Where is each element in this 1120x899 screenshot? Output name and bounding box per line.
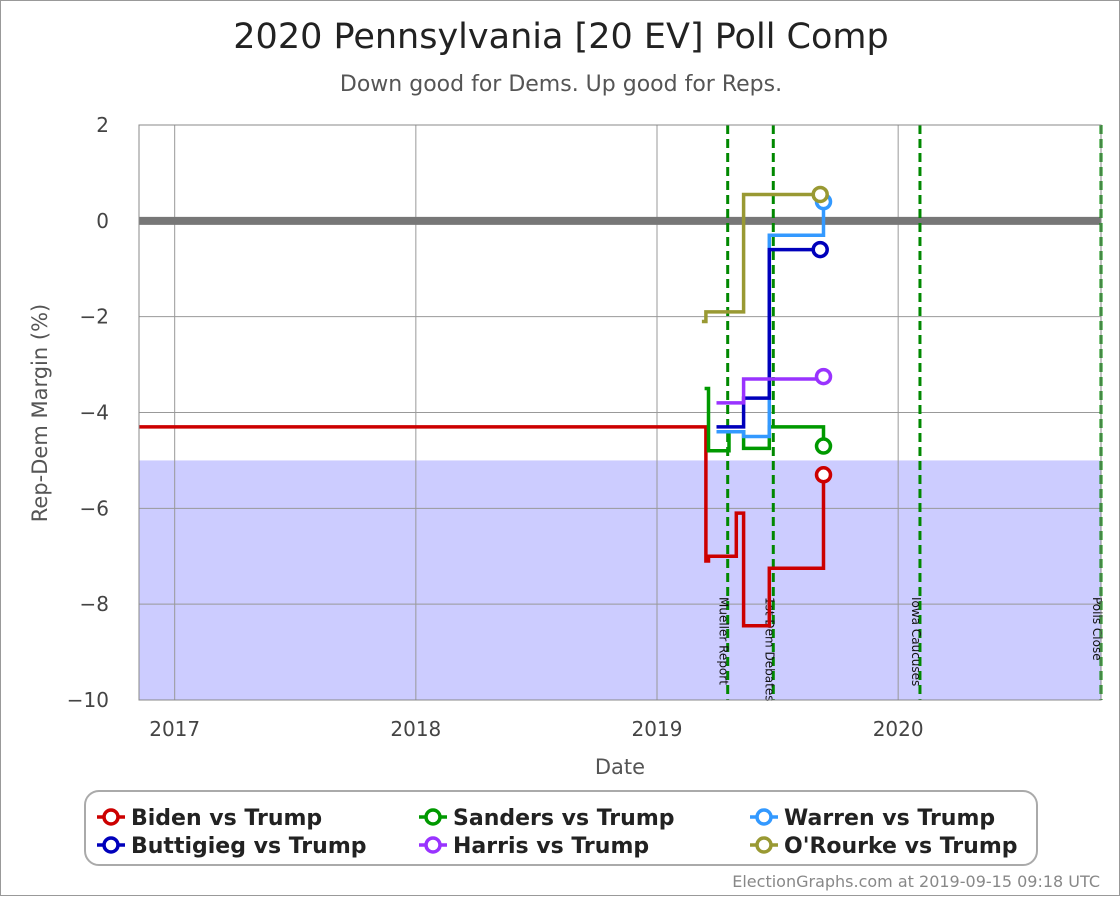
series-end-marker	[814, 466, 833, 484]
legend: Biden vs Trump Sanders vs Trump Warren vs …	[84, 790, 1038, 866]
shaded-band	[139, 460, 1101, 700]
legend-swatch-marker	[755, 808, 773, 826]
legend-label: Warren vs Trump	[784, 806, 995, 831]
legend-box	[84, 790, 1038, 866]
y-tick-label: −8	[80, 592, 109, 616]
series-line	[716, 201, 826, 439]
plot-area	[139, 124, 1101, 701]
x-tick-label: 2017	[149, 717, 200, 741]
y-tick-label: 2	[96, 113, 109, 137]
legend-swatch-marker	[102, 836, 120, 854]
y-tick-label: −2	[80, 305, 109, 329]
x-tick-label: 2020	[873, 717, 924, 741]
x-tick-label: 2018	[390, 717, 441, 741]
legend-label: Biden vs Trump	[131, 806, 322, 831]
series-end-marker	[814, 367, 833, 386]
x-axis-label: Date	[595, 755, 645, 779]
series-line	[139, 425, 826, 628]
event-label: Mueller Report	[717, 597, 731, 685]
y-tick-label: −6	[80, 496, 109, 520]
legend-swatch-marker	[424, 836, 442, 854]
footer-credit: ElectionGraphs.com at 2019-09-15 09:18 U…	[732, 872, 1100, 891]
legend-label: O'Rourke vs Trump	[784, 834, 1018, 859]
series-end-marker	[814, 437, 833, 455]
legend-label: Buttigieg vs Trump	[131, 834, 367, 859]
axes: 2 0 −2 −4 −6 −8 −10 2017 2018 2019 2020	[67, 113, 1102, 741]
y-tick-label: 0	[96, 209, 109, 233]
chart-title: 2020 Pennsylvania [20 EV] Poll Comp	[233, 17, 888, 57]
series-lines	[139, 185, 833, 628]
y-tick-label: −4	[80, 401, 109, 425]
legend-label: Harris vs Trump	[453, 834, 649, 859]
chart-subtitle: Down good for Dems. Up good for Reps.	[340, 72, 782, 97]
event-label: Iowa Caucuses	[909, 597, 923, 686]
legend-swatch-marker	[755, 836, 773, 854]
event-markers: Mueller Report 1st Dem Debates Iowa Caucus…	[717, 125, 1104, 701]
series-line	[716, 247, 821, 429]
legend-label: Sanders vs Trump	[453, 806, 675, 831]
plot-border	[138, 124, 1102, 701]
event-label: 1st Dem Debates	[762, 597, 776, 701]
event-label: Polls Close	[1090, 597, 1104, 661]
legend-swatch-marker	[424, 808, 442, 826]
y-tick-label: −10	[67, 688, 109, 712]
y-axis-label: Rep-Dem Margin (%)	[28, 304, 52, 522]
legend-swatch-marker	[102, 808, 120, 826]
series-line	[701, 192, 821, 324]
x-tick-label: 2019	[632, 717, 683, 741]
series-end-marker	[811, 240, 829, 259]
series-end-marker	[811, 185, 829, 204]
